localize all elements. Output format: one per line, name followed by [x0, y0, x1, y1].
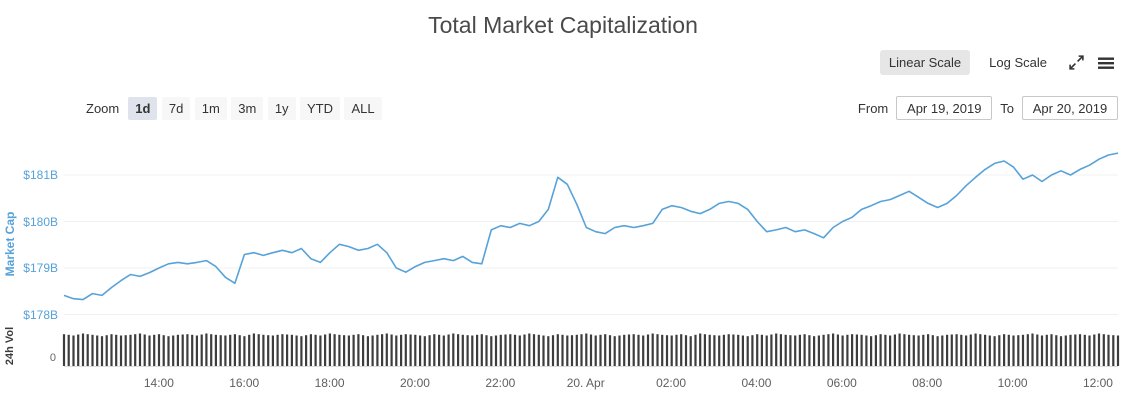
chart-toolbar: Zoom 1d 7d 1m 3m 1y YTD ALL From To [0, 94, 1126, 122]
market-cap-line-chart[interactable] [0, 140, 1126, 396]
x-axis-label: 22:00 [485, 376, 516, 390]
volume-bars [62, 333, 1120, 366]
y-axis-label: $178B [23, 307, 58, 322]
zoom-buttons: 1d 7d 1m 3m 1y YTD ALL [128, 96, 382, 120]
zoom-button-7d[interactable]: 7d [161, 96, 191, 120]
x-axis-label: 16:00 [229, 376, 260, 390]
zoom-group: Zoom 1d 7d 1m 3m 1y YTD ALL [86, 96, 382, 120]
x-axis-label: 20. Apr [566, 376, 605, 390]
expand-icon[interactable] [1066, 53, 1086, 73]
y-axis-label: $180B [23, 214, 58, 229]
y-axis-label: $179B [23, 261, 58, 275]
x-axis-label: 18:00 [314, 376, 345, 390]
zoom-button-1m[interactable]: 1m [194, 96, 227, 120]
zoom-button-1d[interactable]: 1d [128, 96, 158, 120]
market-cap-line [63, 152, 1119, 301]
y-axis-title-24h-vol: 24h Vol [4, 326, 16, 366]
volume-axis-zero-label: 0 [49, 352, 56, 364]
zoom-button-all[interactable]: ALL [344, 96, 382, 120]
date-range-group: From To [858, 96, 1118, 120]
from-label: From [857, 100, 889, 116]
menu-icon[interactable] [1096, 53, 1116, 73]
to-date-input[interactable] [1022, 96, 1118, 120]
page-title: Total Market Capitalization [428, 12, 698, 38]
zoom-button-ytd[interactable]: YTD [300, 96, 340, 120]
x-axis-label: 14:00 [143, 376, 174, 390]
x-axis-label: 06:00 [826, 376, 857, 390]
log-scale-button[interactable]: Log Scale [980, 50, 1056, 75]
zoom-label: Zoom [86, 100, 120, 116]
x-axis-label: 10:00 [997, 376, 1028, 390]
y-axis-title-market-cap: Market Cap [3, 211, 17, 277]
linear-scale-button[interactable]: Linear Scale [879, 50, 971, 75]
from-date-input[interactable] [896, 96, 993, 120]
to-label: To [1000, 100, 1014, 116]
chart-area[interactable]: Market Cap 24h Vol $181B $180B $179B $178B 0… [0, 140, 1126, 406]
scale-controls: Linear Scale Log Scale [879, 50, 1116, 75]
zoom-button-3m[interactable]: 3m [231, 96, 264, 120]
x-axis-label: 04:00 [741, 376, 772, 390]
zoom-button-1y[interactable]: 1y [267, 96, 296, 120]
y-axis-label: $181B [23, 168, 58, 182]
x-axis-label: 12:00 [1082, 376, 1113, 390]
x-axis-label: 08:00 [912, 376, 943, 390]
x-axis-label: 02:00 [656, 376, 687, 390]
x-axis-label: 20:00 [399, 376, 430, 390]
